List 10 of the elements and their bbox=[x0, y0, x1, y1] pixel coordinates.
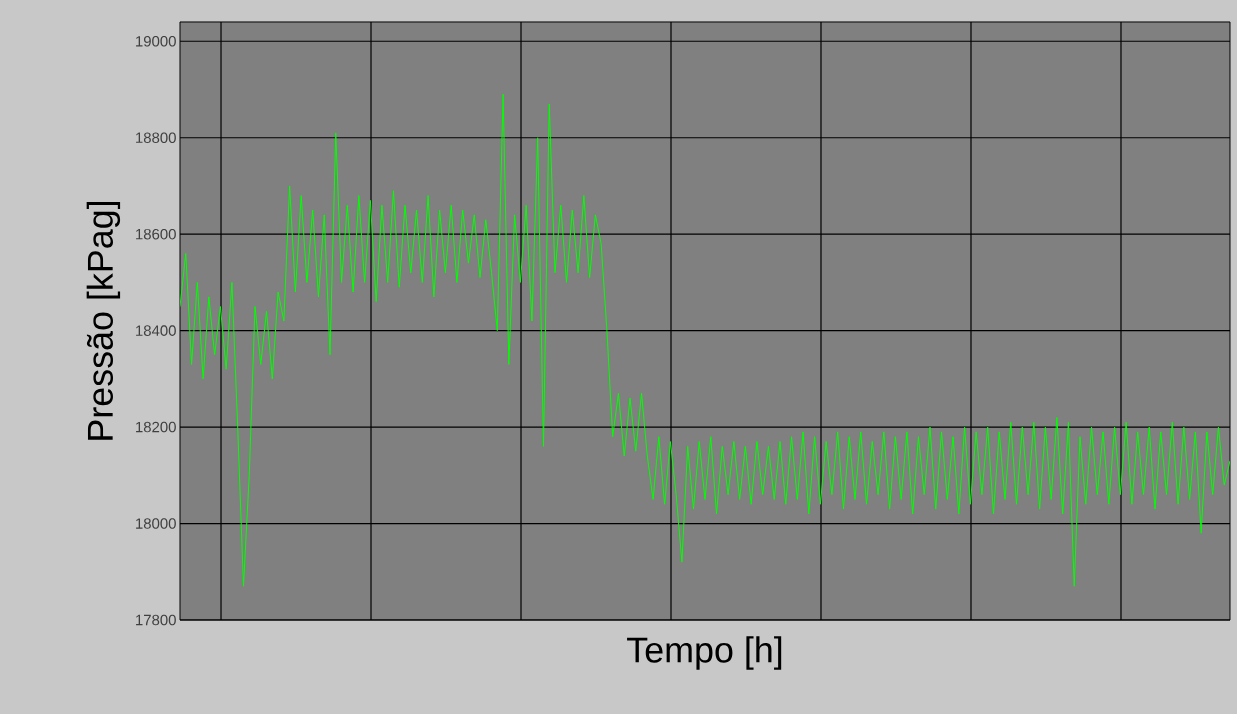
y-tick-label: 19000 bbox=[136, 35, 176, 47]
y-axis-title: Pressão [kPag] bbox=[86, 201, 121, 440]
y-tick-label: 17800 bbox=[136, 614, 176, 626]
x-axis-title: Tempo [h] bbox=[627, 636, 782, 670]
y-tick-label: 18000 bbox=[136, 518, 176, 529]
y-tick-label: 18200 bbox=[136, 421, 176, 433]
line-series bbox=[180, 93, 1230, 587]
y-tick-label: 18800 bbox=[136, 132, 176, 144]
y-tick-label: 18400 bbox=[136, 325, 176, 336]
y-tick-label: 18600 bbox=[136, 228, 176, 240]
